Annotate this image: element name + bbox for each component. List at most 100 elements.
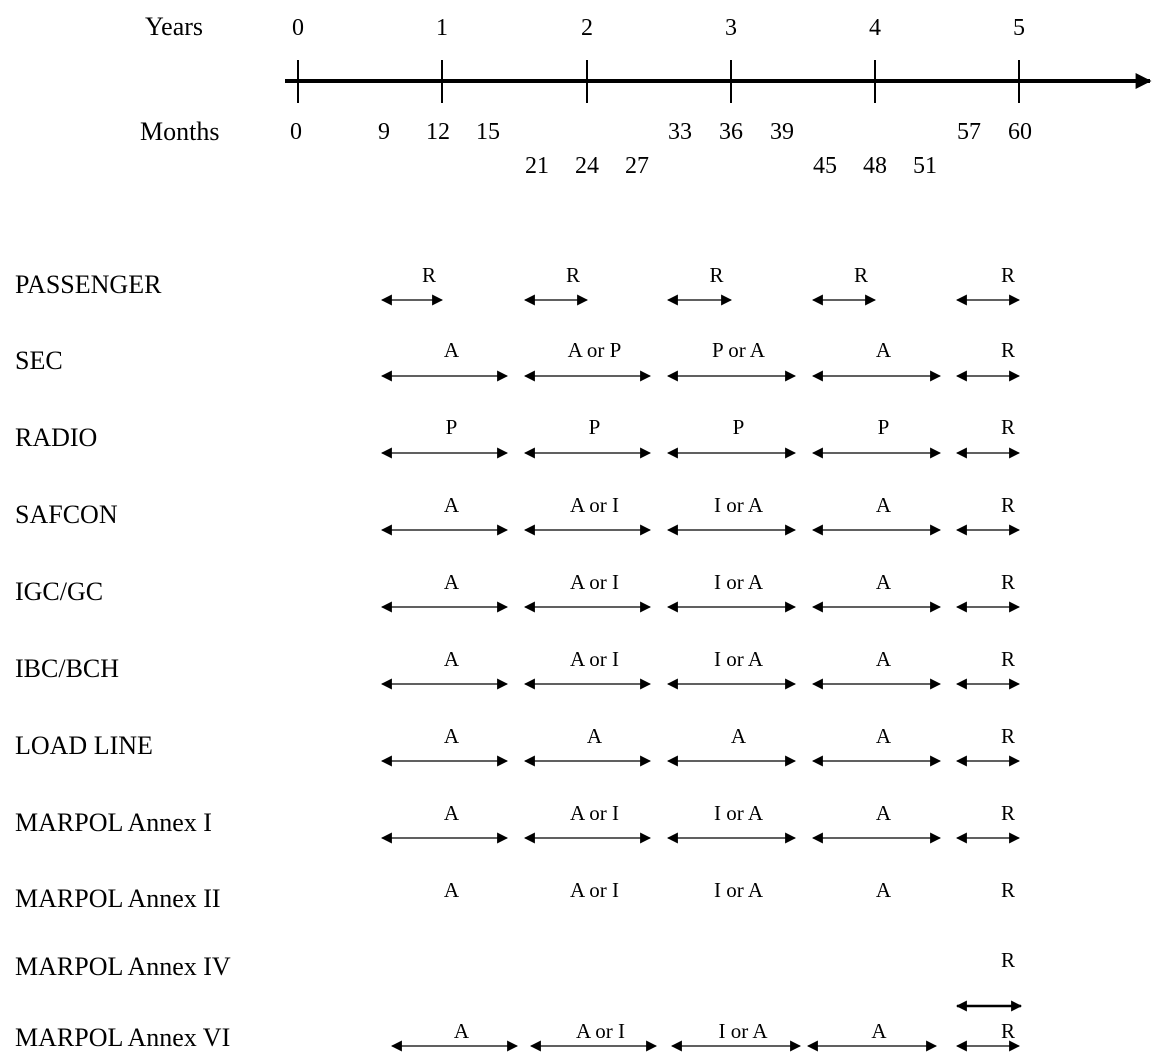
month-label-57: 57: [957, 119, 981, 145]
months-label: Months: [140, 117, 219, 146]
month-label-9: 9: [378, 119, 390, 145]
month-label-24: 24: [575, 153, 599, 179]
years-label: Years: [145, 12, 203, 41]
row-safcon: SAFCON A A or I I or A A R: [15, 493, 1021, 536]
survey-code: R: [1001, 878, 1015, 902]
month-label-60: 60: [1008, 119, 1032, 145]
month-label-33: 33: [668, 119, 692, 145]
survey-code: I or A: [714, 878, 764, 902]
survey-code: I or A: [719, 1019, 769, 1043]
row-label: IBC/BCH: [15, 654, 119, 683]
survey-code: A: [454, 1019, 470, 1043]
survey-code: R: [1001, 415, 1015, 439]
survey-code: R: [566, 263, 580, 287]
month-labels: 0 9 12 15 33 36 39 57 60 21 24 27 45 48 51: [290, 119, 1032, 179]
certificate-rows: PASSENGER R R R R R SEC A A or P P or A A R RADIO P P P…: [15, 263, 1023, 1052]
survey-code: R: [1001, 1019, 1015, 1043]
row-label: LOAD LINE: [15, 731, 153, 760]
survey-code: A: [876, 647, 892, 671]
survey-code: I or A: [714, 570, 764, 594]
month-label-39: 39: [770, 119, 794, 145]
row-marpol-annex-ii: MARPOL Annex II A A or I I or A A R: [15, 878, 1015, 913]
row-label: SEC: [15, 346, 63, 375]
survey-code: A or I: [576, 1019, 625, 1043]
survey-code: R: [1001, 801, 1015, 825]
row-radio: RADIO P P P P R: [15, 415, 1021, 459]
survey-code: R: [1001, 724, 1015, 748]
row-igc-gc: IGC/GC A A or I I or A A R: [15, 570, 1021, 613]
month-label-0: 0: [290, 119, 302, 145]
survey-code: A: [731, 724, 747, 748]
row-label: IGC/GC: [15, 577, 103, 606]
year-label-3: 3: [725, 15, 737, 41]
survey-code: A or I: [570, 801, 619, 825]
survey-code: R: [1001, 570, 1015, 594]
survey-code: A or I: [570, 647, 619, 671]
year-ticks: 0 1 2 3 4 5: [292, 15, 1025, 103]
row-label: MARPOL Annex II: [15, 884, 221, 913]
month-label-48: 48: [863, 153, 887, 179]
survey-code: A: [444, 878, 460, 902]
survey-code: I or A: [714, 493, 764, 517]
row-label: RADIO: [15, 423, 97, 452]
survey-code: A: [444, 493, 460, 517]
year-label-2: 2: [581, 15, 593, 41]
survey-code: A: [876, 878, 892, 902]
row-label: MARPOL Annex VI: [15, 1023, 230, 1052]
month-label-27: 27: [625, 153, 649, 179]
survey-code: A or I: [570, 493, 619, 517]
survey-code: A: [876, 493, 892, 517]
month-label-15: 15: [476, 119, 500, 145]
survey-code: P: [733, 415, 745, 439]
row-label: MARPOL Annex IV: [15, 952, 231, 981]
survey-code: R: [1001, 948, 1015, 972]
row-marpol-annex-iv: MARPOL Annex IV R: [15, 948, 1015, 981]
month-label-12: 12: [426, 119, 450, 145]
survey-code: R: [854, 263, 868, 287]
row-sec: SEC A A or P P or A A R: [15, 338, 1021, 382]
row-passenger: PASSENGER R R R R R: [15, 263, 1021, 306]
survey-code: R: [1001, 493, 1015, 517]
survey-code: A: [444, 338, 460, 362]
survey-code: P or A: [712, 338, 766, 362]
survey-code: A: [444, 647, 460, 671]
survey-code: R: [1001, 647, 1015, 671]
survey-code: R: [422, 263, 436, 287]
survey-code: A or I: [570, 878, 619, 902]
month-label-21: 21: [525, 153, 549, 179]
survey-code: A: [876, 338, 892, 362]
row-label: MARPOL Annex I: [15, 808, 212, 837]
month-label-45: 45: [813, 153, 837, 179]
survey-code: A or P: [568, 338, 622, 362]
survey-code: R: [1001, 263, 1015, 287]
row-ibc-bch: IBC/BCH A A or I I or A A R: [15, 647, 1021, 690]
survey-code: A: [876, 724, 892, 748]
survey-code: A: [444, 801, 460, 825]
year-label-0: 0: [292, 15, 304, 41]
survey-code: A: [871, 1019, 887, 1043]
survey-code: A: [444, 570, 460, 594]
month-label-36: 36: [719, 119, 743, 145]
year-label-1: 1: [436, 15, 448, 41]
survey-code: I or A: [714, 801, 764, 825]
survey-code: R: [1001, 338, 1015, 362]
survey-code: A: [876, 801, 892, 825]
survey-code: I or A: [714, 647, 764, 671]
row-marpol-annex-i: MARPOL Annex I A A or I I or A A R: [15, 801, 1021, 844]
survey-code: P: [446, 415, 458, 439]
row-label: PASSENGER: [15, 270, 162, 299]
row-marpol-annex-vi: MARPOL Annex VI A A or I I or A A R: [15, 1000, 1023, 1052]
survey-code: R: [709, 263, 723, 287]
survey-code: A: [587, 724, 603, 748]
month-label-51: 51: [913, 153, 937, 179]
year-label-4: 4: [869, 15, 881, 41]
survey-code: P: [878, 415, 890, 439]
row-load-line: LOAD LINE A A A A R: [15, 724, 1021, 767]
survey-code: A: [876, 570, 892, 594]
survey-code: P: [589, 415, 601, 439]
row-label: SAFCON: [15, 500, 118, 529]
survey-code: A or I: [570, 570, 619, 594]
survey-code: A: [444, 724, 460, 748]
year-label-5: 5: [1013, 15, 1025, 41]
